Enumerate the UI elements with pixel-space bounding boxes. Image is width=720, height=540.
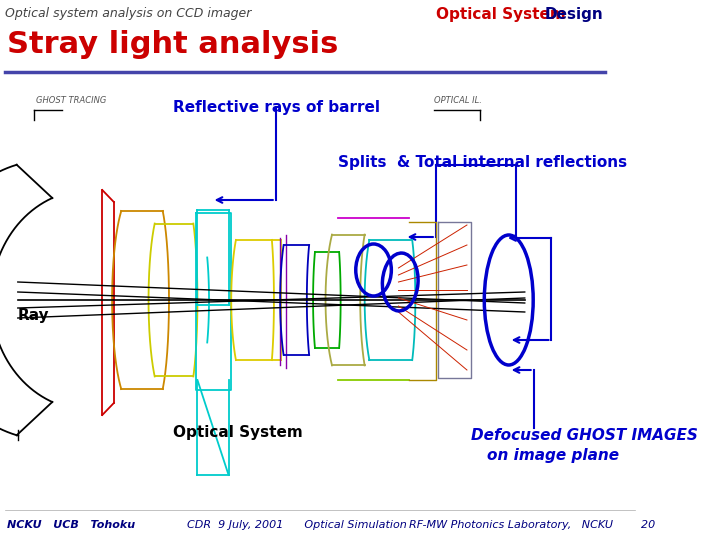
Text: Design: Design <box>544 7 603 22</box>
Text: CDR  9 July, 2001      Optical Simulation: CDR 9 July, 2001 Optical Simulation <box>186 520 407 530</box>
Text: on image plane: on image plane <box>487 448 619 463</box>
Text: GHOST TRACING: GHOST TRACING <box>35 96 106 105</box>
Text: NCKU   UCB   Tohoku: NCKU UCB Tohoku <box>7 520 135 530</box>
Text: OPTICAL IL.: OPTICAL IL. <box>434 96 482 105</box>
Text: Splits  & Total internal reflections: Splits & Total internal reflections <box>338 155 627 170</box>
Text: Optical System: Optical System <box>174 425 303 440</box>
Text: RF-MW Photonics Laboratory,   NCKU        20: RF-MW Photonics Laboratory, NCKU 20 <box>409 520 655 530</box>
Text: Stray light analysis: Stray light analysis <box>7 30 338 59</box>
Text: Reflective rays of barrel: Reflective rays of barrel <box>174 100 380 115</box>
Text: Defocused GHOST IMAGES: Defocused GHOST IMAGES <box>472 428 698 443</box>
Text: Optical system analysis on CCD imager: Optical system analysis on CCD imager <box>5 7 252 20</box>
Text: Optical System: Optical System <box>436 7 571 22</box>
Text: Ray: Ray <box>18 308 50 323</box>
